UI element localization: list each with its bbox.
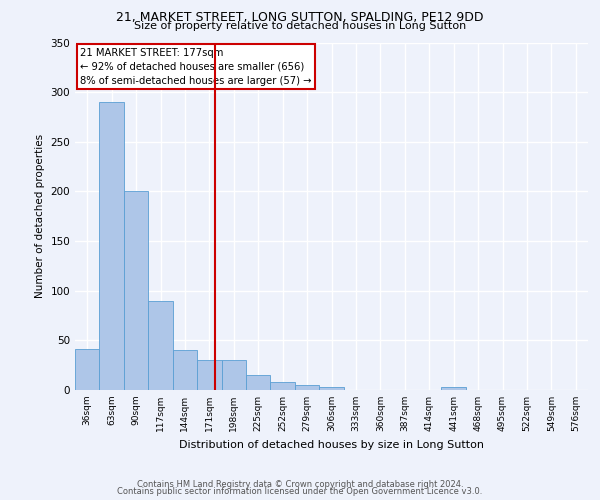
- Bar: [319, 387, 344, 390]
- Bar: [124, 192, 148, 390]
- Bar: [173, 350, 197, 390]
- Bar: [246, 375, 271, 390]
- Bar: [271, 382, 295, 390]
- Y-axis label: Number of detached properties: Number of detached properties: [35, 134, 45, 298]
- Bar: [75, 350, 100, 390]
- Text: 21 MARKET STREET: 177sqm
← 92% of detached houses are smaller (656)
8% of semi-d: 21 MARKET STREET: 177sqm ← 92% of detach…: [80, 48, 311, 86]
- Text: Contains HM Land Registry data © Crown copyright and database right 2024.: Contains HM Land Registry data © Crown c…: [137, 480, 463, 489]
- Text: Size of property relative to detached houses in Long Sutton: Size of property relative to detached ho…: [134, 21, 466, 31]
- Text: Contains public sector information licensed under the Open Government Licence v3: Contains public sector information licen…: [118, 487, 482, 496]
- Bar: [442, 387, 466, 390]
- Bar: [148, 300, 173, 390]
- Text: 21, MARKET STREET, LONG SUTTON, SPALDING, PE12 9DD: 21, MARKET STREET, LONG SUTTON, SPALDING…: [116, 11, 484, 24]
- X-axis label: Distribution of detached houses by size in Long Sutton: Distribution of detached houses by size …: [179, 440, 484, 450]
- Bar: [100, 102, 124, 390]
- Bar: [197, 360, 221, 390]
- Bar: [221, 360, 246, 390]
- Bar: [295, 385, 319, 390]
